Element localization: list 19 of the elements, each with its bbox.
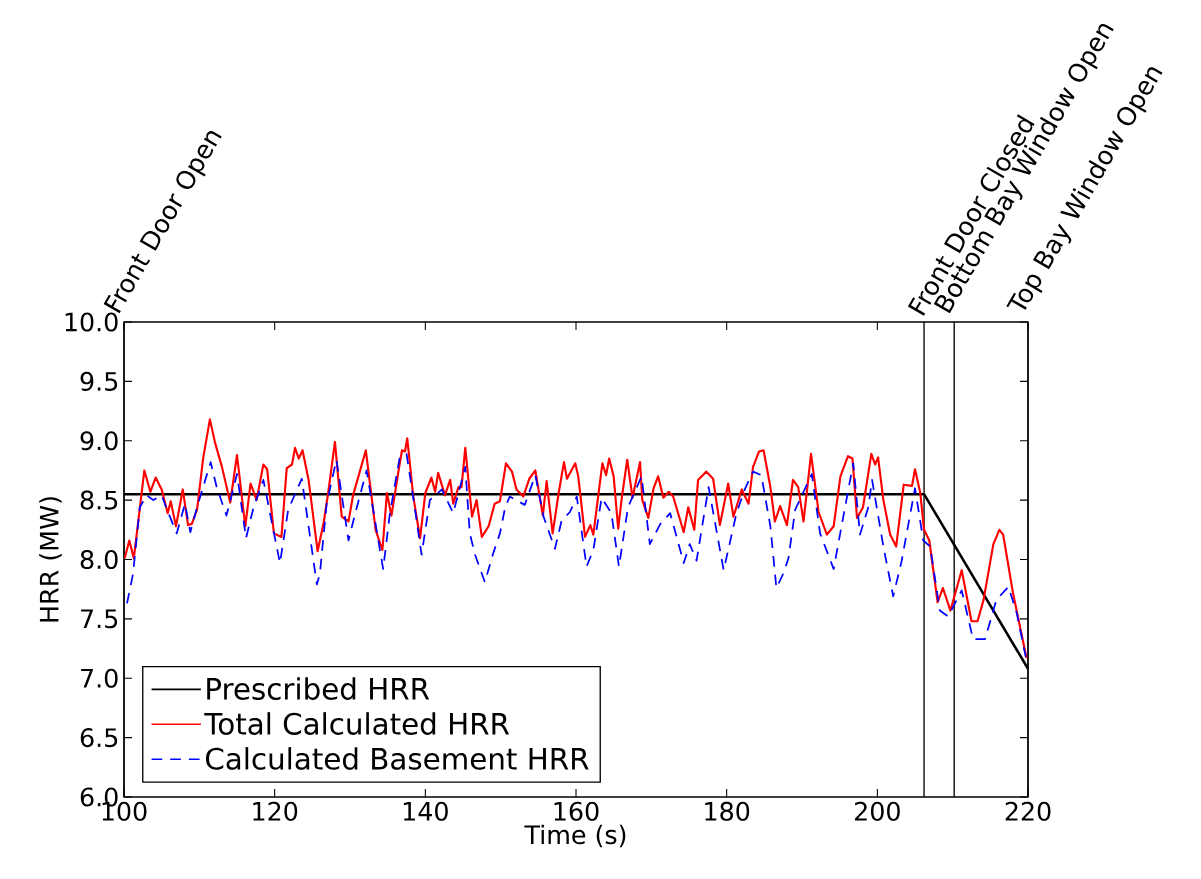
x-tick-label: 140 bbox=[403, 801, 448, 821]
y-tick-label: 9.0 bbox=[80, 431, 118, 451]
x-tick-label: 180 bbox=[705, 801, 750, 821]
legend-label: Calculated Basement HRR bbox=[205, 747, 589, 770]
y-tick-label: 6.5 bbox=[80, 728, 118, 748]
legend-label: Total Calculated HRR bbox=[204, 712, 510, 735]
x-axis-title: Time (s) bbox=[524, 824, 626, 848]
x-tick-label: 160 bbox=[554, 801, 599, 821]
y-axis-title: HRR (MW) bbox=[39, 497, 62, 622]
y-tick-label: 8.0 bbox=[80, 549, 118, 570]
y-tick-label: 7.5 bbox=[81, 609, 118, 629]
x-tick-label: 120 bbox=[253, 801, 298, 821]
y-tick-label: 8.5 bbox=[80, 490, 118, 510]
legend-label: Prescribed HRR bbox=[207, 677, 430, 700]
x-tick-label: 220 bbox=[1005, 801, 1051, 821]
y-tick-label: 9.5 bbox=[80, 371, 118, 391]
x-tick-label: 200 bbox=[855, 801, 900, 821]
y-tick-label: 10.0 bbox=[65, 312, 118, 332]
y-tick-label: 7.0 bbox=[81, 668, 118, 688]
